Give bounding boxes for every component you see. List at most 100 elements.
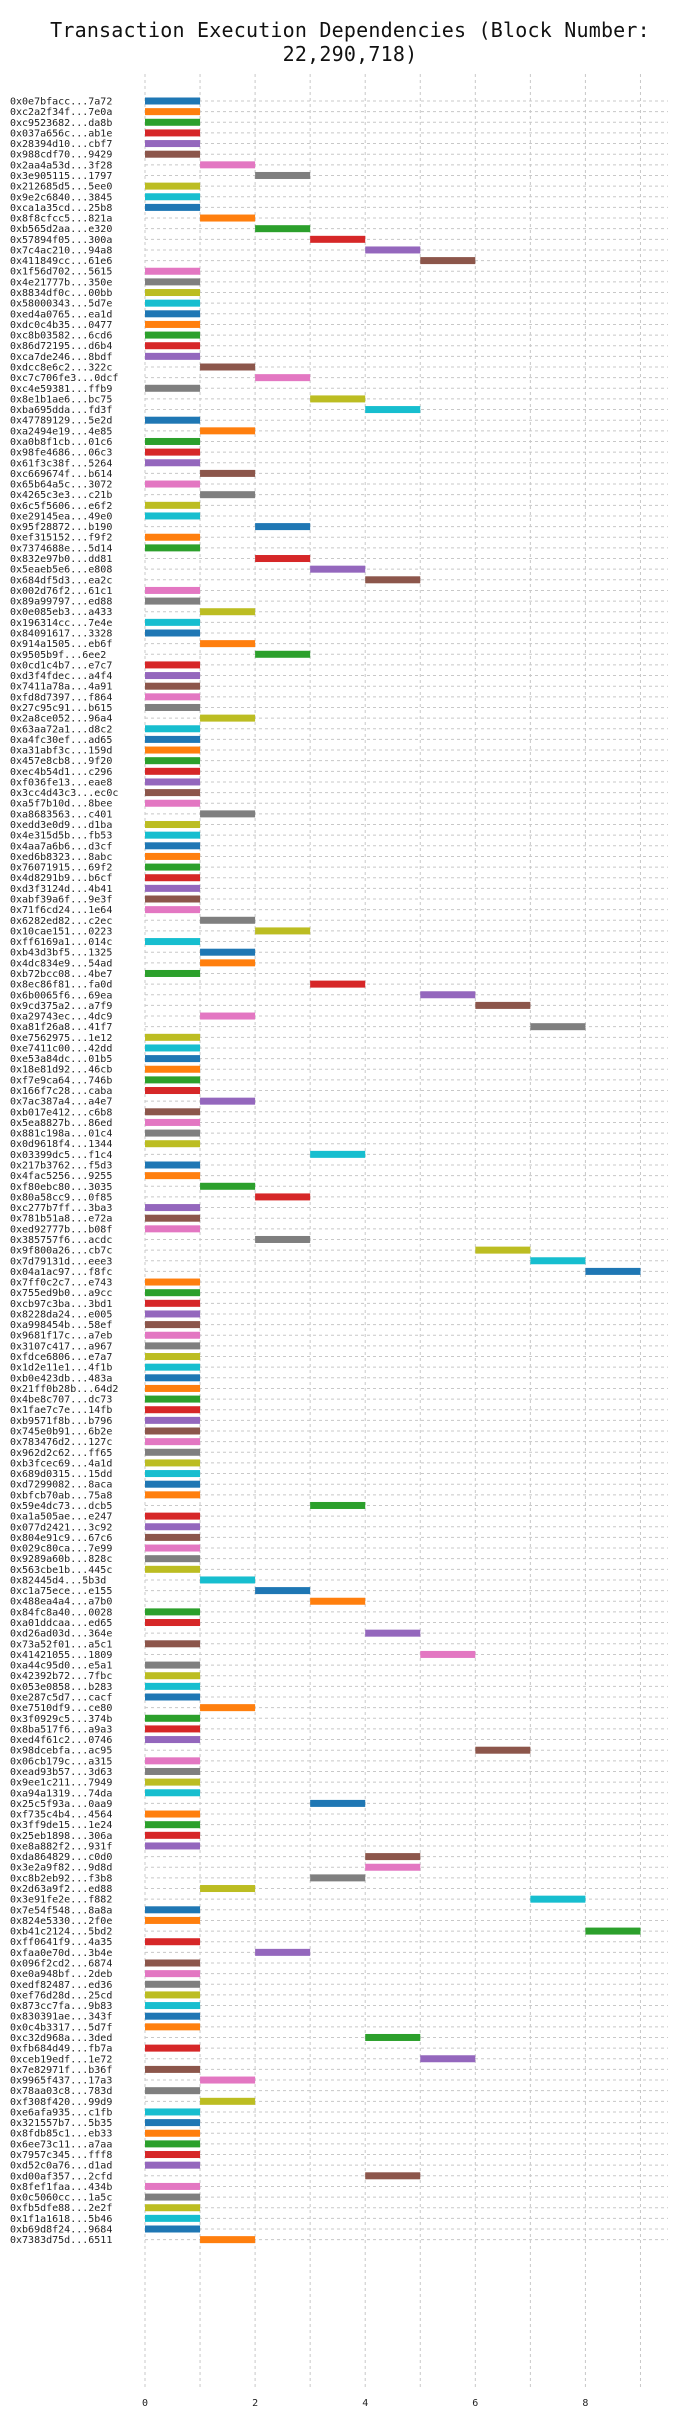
dependency-bar [145, 1055, 201, 1063]
dependency-bar [145, 799, 201, 807]
row-label: 0x82445d4...5b3d [10, 1575, 106, 1586]
dependency-bar [145, 2108, 201, 2116]
row-label: 0x755ed9b0...a9cc [10, 1288, 112, 1299]
row-label: 0x166f7c28...caba [10, 1086, 112, 1097]
row-label: 0x04a1ac97...f8fc [10, 1267, 112, 1278]
row-label: 0xed4a0765...ea1d [10, 309, 112, 320]
dependency-bar [365, 1629, 421, 1637]
dependency-bar [145, 1289, 201, 1297]
dependency-bar [145, 874, 201, 882]
row-label: 0xc8b2eb92...f3b8 [10, 1873, 112, 1884]
dependency-bar [200, 427, 256, 435]
row-label: 0x5eaeb5e6...e808 [10, 565, 112, 576]
dependency-bar [145, 1672, 201, 1680]
dependency-bar [145, 1480, 201, 1488]
row-label: 0xe8a882f2...931f [10, 1841, 112, 1852]
dependency-bar [145, 1310, 201, 1318]
x-tick-label: 0 [142, 2398, 148, 2409]
row-label: 0xf80ebc80...3035 [10, 1182, 112, 1193]
row-label: 0x988cdf70...9429 [10, 150, 112, 161]
row-label: 0xa2494e19...4e85 [10, 426, 112, 437]
dependency-bar [200, 948, 256, 956]
dependency-bar [310, 1501, 366, 1509]
row-label: 0x6b0065f6...69ea [10, 990, 112, 1001]
row-label: 0x21ff0b28b...64d2 [10, 1384, 118, 1395]
row-label: 0x4e21777b...350e [10, 277, 112, 288]
row-label: 0x9cd375a2...a7f9 [10, 1001, 112, 1012]
row-label: 0x1f1a1618...5b46 [10, 2214, 112, 2225]
dependency-bar [145, 725, 201, 733]
dependency-bar [145, 1321, 201, 1329]
row-label: 0x196314cc...7e4e [10, 618, 112, 629]
dependency-bar [145, 1044, 201, 1052]
row-label: 0xff0641f9...4a35 [10, 1937, 112, 1948]
dependency-bar [145, 2002, 201, 2010]
row-label: 0x47789129...5e2d [10, 416, 112, 427]
dependency-bar [145, 1491, 201, 1499]
dependency-bar [365, 1853, 421, 1861]
dependency-bar [145, 1448, 201, 1456]
row-label: 0x0e085eb3...a433 [10, 607, 112, 618]
dependency-bar [530, 1257, 586, 1265]
dependency-bar [365, 2033, 421, 2041]
row-label: 0xc1a75ece...e155 [10, 1586, 112, 1597]
dependency-bar [145, 703, 201, 711]
row-label: 0xdc0c4b35...0477 [10, 320, 112, 331]
dependency-bar [255, 1235, 311, 1243]
row-label: 0x457e8cb8...9f20 [10, 756, 112, 767]
row-label: 0x06cb179c...a315 [10, 1756, 112, 1767]
row-label: 0x27c95c91...b615 [10, 703, 112, 714]
dependency-bar [200, 714, 256, 722]
dependency-bar [145, 1842, 201, 1850]
dependency-bar [145, 1140, 201, 1148]
row-label: 0xed92777b...b08f [10, 1224, 112, 1235]
row-label: 0x0cd1c4b7...e7c7 [10, 660, 112, 671]
dependency-bar [145, 2087, 201, 2095]
x-tick-label: 6 [472, 2398, 478, 2409]
row-label: 0x10cae151...0223 [10, 926, 112, 937]
dependency-bar [145, 310, 201, 318]
row-label: 0x1fae7c7e...14fb [10, 1405, 112, 1416]
row-label: 0x2aa4a53d...3f28 [10, 160, 112, 171]
row-label: 0xa29743ec...4dc9 [10, 1012, 112, 1023]
dependency-bar [145, 1065, 201, 1073]
row-label: 0xef76d28d...25cd [10, 1990, 112, 2001]
row-label: 0x71f6cd24...1e64 [10, 905, 112, 916]
dependency-bar [145, 629, 201, 637]
row-label: 0x832e97b0...dd81 [10, 554, 112, 565]
dependency-bar [145, 2193, 201, 2201]
dependency-bar [145, 1459, 201, 1467]
dependency-bar [145, 1736, 201, 1744]
dependency-bar [145, 278, 201, 286]
dependency-bar [475, 1746, 531, 1754]
dependency-bar [145, 1278, 201, 1286]
row-label: 0x59e4dc73...dcb5 [10, 1501, 112, 1512]
dependency-bar [310, 980, 366, 988]
dependency-bar [145, 1533, 201, 1541]
dependency-bar [145, 1906, 201, 1914]
dependency-bar [200, 363, 256, 371]
row-label: 0x7957c345...fff8 [10, 2150, 112, 2161]
row-label: 0x25eb1898...306a [10, 1831, 112, 1842]
row-label: 0x63aa72a1...d8c2 [10, 724, 112, 735]
row-label: 0x8834df0c...00bb [10, 288, 112, 299]
dependency-bar [145, 416, 201, 424]
row-label: 0xc32d968a...3ded [10, 2033, 112, 2044]
dependency-bar [420, 2055, 476, 2063]
row-label: 0xe53a84dc...01b5 [10, 1054, 112, 1065]
dependency-bar [255, 523, 311, 531]
row-label: 0xabf39a6f...9e3f [10, 895, 112, 906]
dependency-bar [145, 682, 201, 690]
row-label: 0x7374688e...5d14 [10, 543, 112, 554]
row-label: 0x7411a78a...4a91 [10, 682, 112, 693]
dependency-bar [145, 1608, 201, 1616]
dependency-bar [145, 895, 201, 903]
dependency-bar [145, 1225, 201, 1233]
row-label: 0x57894f05...300a [10, 235, 112, 246]
dependency-bar [145, 118, 201, 126]
row-label: 0x2a8ce052...96a4 [10, 714, 112, 725]
dependency-bar [145, 2023, 201, 2031]
row-label: 0xa1a505ae...e247 [10, 1512, 112, 1523]
row-label: 0x98dcebfa...ac95 [10, 1746, 112, 1757]
